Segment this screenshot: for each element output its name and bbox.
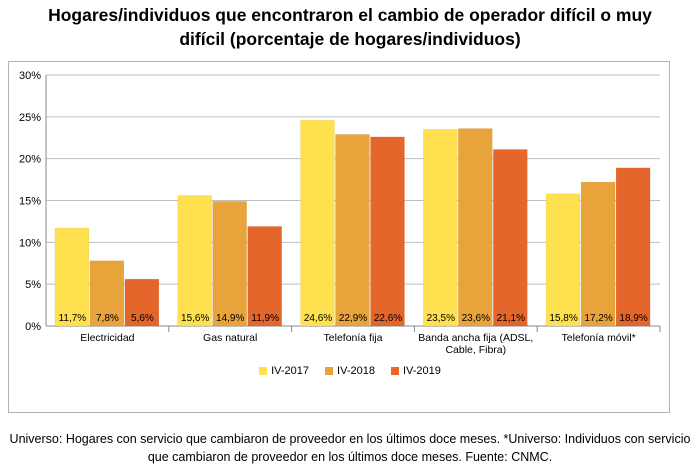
data-label: 23,5% bbox=[427, 313, 455, 324]
bar bbox=[247, 226, 282, 327]
data-label: 18,9% bbox=[619, 313, 647, 324]
bar bbox=[615, 167, 651, 327]
footnote-line1: Universo: Hogares con servicio que cambi… bbox=[9, 432, 691, 446]
y-tick-label: 20% bbox=[19, 154, 41, 166]
footnote: Universo: Hogares con servicio que cambi… bbox=[0, 430, 700, 466]
bar bbox=[370, 136, 405, 327]
data-label: 23,6% bbox=[462, 313, 490, 324]
x-tick-label: Banda ancha fija (ADSL, bbox=[418, 332, 533, 344]
legend-item: IV-2018 bbox=[325, 365, 375, 377]
chart-title-line1: Hogares/individuos que encontraron el ca… bbox=[48, 5, 652, 25]
bar bbox=[300, 119, 335, 327]
legend-swatch bbox=[390, 367, 399, 376]
bar bbox=[212, 201, 247, 327]
data-label: 22,6% bbox=[374, 313, 402, 324]
bar bbox=[54, 227, 90, 327]
y-tick-label: 0% bbox=[25, 321, 41, 333]
legend-label: IV-2019 bbox=[402, 365, 441, 378]
chart-title: Hogares/individuos que encontraron el ca… bbox=[0, 3, 700, 51]
bar bbox=[580, 181, 616, 327]
legend-swatch bbox=[259, 367, 268, 376]
y-tick-label: 25% bbox=[19, 112, 41, 124]
x-tick-label: Cable, Fibra) bbox=[445, 344, 506, 356]
legend-item: IV-2019 bbox=[390, 365, 441, 378]
data-label: 22,9% bbox=[339, 313, 367, 324]
x-tick-label: Electricidad bbox=[80, 332, 134, 344]
data-label: 15,8% bbox=[549, 313, 577, 324]
bar bbox=[423, 129, 458, 327]
x-tick-label: Gas natural bbox=[203, 332, 257, 344]
legend: IV-2017 IV-2018 IV-2019 bbox=[0, 365, 700, 377]
chart-title-line2: difícil (porcentaje de hogares/individuo… bbox=[179, 29, 521, 49]
data-label: 5,6% bbox=[131, 313, 154, 324]
data-label: 7,8% bbox=[96, 313, 119, 324]
legend-swatch bbox=[325, 367, 334, 376]
bar bbox=[545, 193, 581, 327]
data-label: 11,7% bbox=[59, 313, 87, 324]
x-tick-label: Telefonía móvil* bbox=[562, 332, 636, 344]
data-label: 11,9% bbox=[251, 313, 279, 324]
legend-label: IV-2017 bbox=[271, 365, 310, 378]
y-tick-label: 30% bbox=[19, 70, 41, 82]
footnote-line2: que cambiaron de proveedor en los último… bbox=[147, 450, 553, 464]
data-label: 24,6% bbox=[304, 313, 332, 324]
bar bbox=[177, 195, 212, 327]
bar bbox=[458, 128, 493, 327]
y-tick-label: 15% bbox=[19, 196, 41, 208]
bar bbox=[124, 278, 160, 327]
data-label: 21,1% bbox=[497, 313, 525, 324]
y-tick-label: 5% bbox=[25, 279, 41, 291]
bar bbox=[335, 134, 370, 327]
y-tick-label: 10% bbox=[19, 237, 41, 249]
bar bbox=[89, 260, 125, 327]
legend-item: IV-2017 bbox=[259, 365, 309, 377]
data-label: 14,9% bbox=[216, 313, 244, 324]
legend-label: IV-2018 bbox=[337, 365, 375, 378]
x-tick-label: Telefonía fija bbox=[324, 332, 383, 344]
bar bbox=[493, 149, 528, 327]
data-label: 15,6% bbox=[181, 313, 209, 324]
data-label: 17,2% bbox=[584, 313, 612, 324]
